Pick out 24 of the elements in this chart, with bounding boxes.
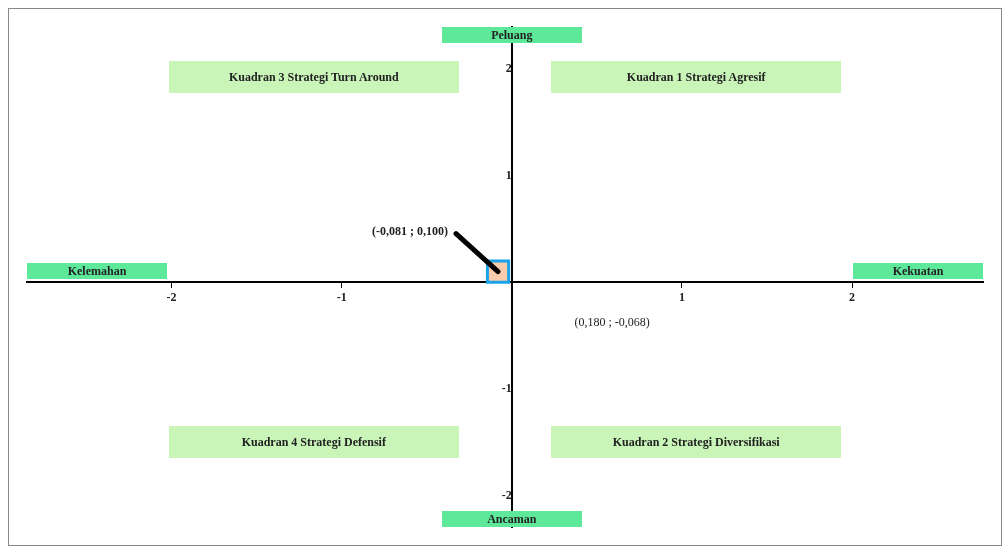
annotation: Kuadran 4 Strategi Defensif <box>241 434 386 450</box>
x-tick-label: 1 <box>678 289 685 304</box>
y-tick-label: -1 <box>501 381 512 396</box>
label-panel: Kuadran 1 Strategi Agresif <box>551 61 842 93</box>
label-panel: Peluang <box>441 27 582 43</box>
annotation: (0,180 ; -0,068) <box>574 314 650 330</box>
x-axis-title: Kekuatan <box>892 263 944 279</box>
x-tick-label: -2 <box>166 289 177 304</box>
annotation: Ancaman <box>487 511 537 527</box>
x-tick-label: -1 <box>336 289 347 304</box>
annotation: Kuadran 3 Strategi Turn Around <box>228 69 399 85</box>
annotation: Kuadran 2 Strategi Diversifikasi <box>612 434 780 450</box>
label-panel: Kuadran 2 Strategi Diversifikasi <box>551 426 842 458</box>
label-panel: Ancaman <box>441 511 582 527</box>
label-panel: Kuadran 4 Strategi Defensif <box>168 426 459 458</box>
annotation: Kelemahan <box>67 263 127 279</box>
annotation: Kuadran 1 Strategi Agresif <box>626 69 766 85</box>
y-tick-label: 1 <box>505 167 512 182</box>
annotation: (-0,081 ; 0,100) <box>372 224 449 240</box>
label-panel: Kelemahan <box>27 263 167 280</box>
y-axis-title: Peluang <box>491 27 533 43</box>
label-panel: Kekuatan <box>853 263 983 280</box>
x-tick-label: 2 <box>849 289 856 304</box>
label-panel: Kuadran 3 Strategi Turn Around <box>168 61 459 93</box>
